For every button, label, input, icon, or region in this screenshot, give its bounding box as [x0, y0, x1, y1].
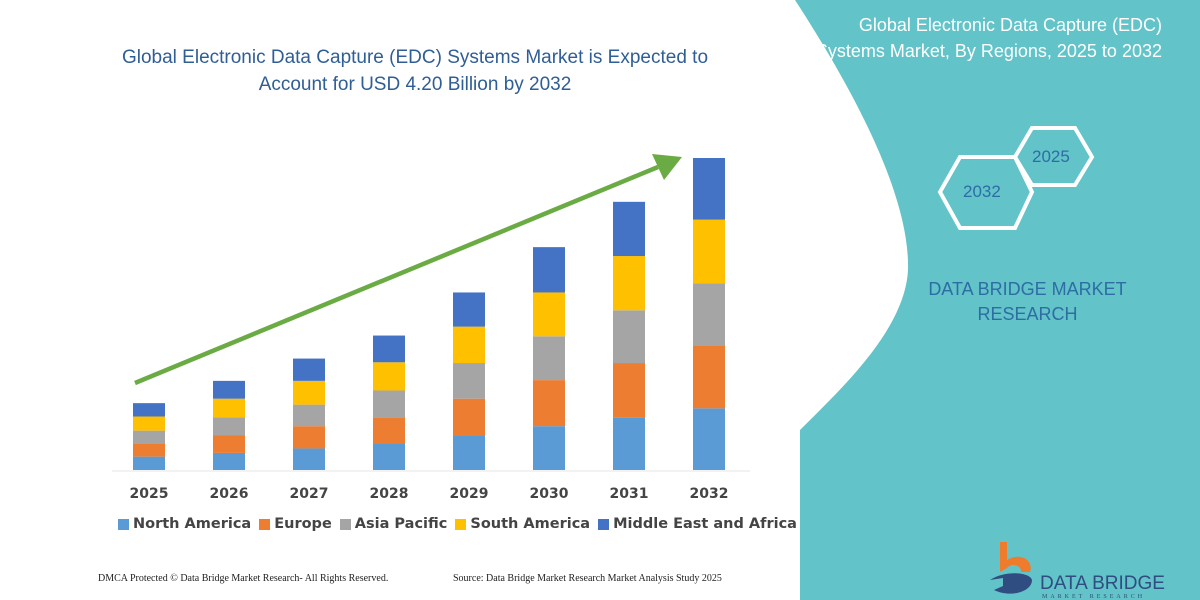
- x-tick-label: 2028: [370, 486, 409, 502]
- bar-segment-asia-pacific-2027: [293, 404, 325, 427]
- bar-segment-asia-pacific-2032: [693, 283, 725, 346]
- side-panel-title: Global Electronic Data Capture (EDC) Sys…: [815, 15, 1162, 61]
- bar-segment-middle-east-and-africa-2032: [693, 158, 725, 220]
- bar-segment-south-america-2027: [293, 380, 325, 405]
- bar-segment-middle-east-and-africa-2031: [613, 201, 645, 257]
- bar-segment-asia-pacific-2030: [533, 336, 565, 381]
- bar-segment-middle-east-and-africa-2030: [533, 247, 565, 293]
- bar-segment-middle-east-and-africa-2027: [293, 358, 325, 381]
- legend-item-asia-pacific: Asia Pacific: [339, 516, 448, 532]
- bar-segment-europe-2032: [693, 345, 725, 409]
- legend-swatch: [259, 518, 271, 530]
- legend-swatch: [598, 518, 610, 530]
- logo-icon: [990, 542, 1032, 594]
- trend-arrow-head: [652, 154, 682, 180]
- bar-segment-asia-pacific-2025: [133, 430, 165, 444]
- bar-segment-asia-pacific-2031: [613, 310, 645, 364]
- stacked-bar-chart: 2025 2026 2027 2028 2029 2030 2031 2032: [130, 158, 729, 502]
- footer-copyright: DMCA Protected © Data Bridge Market Rese…: [98, 573, 389, 584]
- x-tick-label: 2025: [130, 486, 169, 502]
- x-tick-label: 2029: [450, 486, 489, 502]
- x-tick-label: 2032: [690, 486, 729, 502]
- brand-text: DATA BRIDGE MARKET RESEARCH: [928, 279, 1127, 324]
- hex-label-2025: 2025: [1032, 147, 1070, 166]
- legend-label: Europe: [274, 516, 332, 532]
- legend-item-europe: Europe: [259, 516, 332, 532]
- bar-segment-north-america-2028: [373, 444, 405, 470]
- legend-item-north-america: North America: [118, 516, 251, 532]
- bar-segment-south-america-2026: [213, 398, 245, 418]
- logo-name: DATA BRIDGE: [1040, 573, 1165, 594]
- bar-segment-north-america-2025: [133, 456, 165, 470]
- side-panel-shape: [795, 0, 1200, 600]
- x-tick-label: 2030: [530, 486, 569, 502]
- footer-source: Source: Data Bridge Market Research Mark…: [453, 573, 722, 584]
- chart-title: Global Electronic Data Capture (EDC) Sys…: [121, 47, 709, 95]
- bar-segment-europe-2025: [133, 444, 165, 457]
- bar-segment-south-america-2032: [693, 219, 725, 284]
- logo-tagline: MARKET RESEARCH: [1042, 594, 1146, 600]
- legend-label: North America: [133, 516, 252, 532]
- bar-segment-north-america-2032: [693, 408, 725, 470]
- bar-segment-south-america-2031: [613, 256, 645, 311]
- bar-segment-europe-2030: [533, 380, 565, 427]
- bar-segment-north-america-2030: [533, 426, 565, 470]
- bar-segment-south-america-2025: [133, 416, 165, 431]
- legend-item-middle-east-africa: Middle East and Africa: [598, 516, 797, 532]
- x-tick-label: 2031: [610, 486, 649, 502]
- bar-segment-europe-2028: [373, 417, 405, 444]
- bar-segment-middle-east-and-africa-2029: [453, 292, 485, 327]
- x-tick-label: 2027: [290, 486, 329, 502]
- bar-segment-north-america-2029: [453, 435, 485, 470]
- bar-segment-asia-pacific-2026: [213, 417, 245, 436]
- trend-arrow-shaft: [134, 164, 659, 386]
- bar-segment-asia-pacific-2028: [373, 390, 405, 418]
- hex-label-2032: 2032: [963, 182, 1001, 201]
- legend-label: South America: [470, 516, 591, 532]
- legend-label: Asia Pacific: [354, 516, 448, 532]
- bar-segment-europe-2027: [293, 426, 325, 449]
- bar-segment-europe-2031: [613, 363, 645, 418]
- bar-segment-europe-2026: [213, 435, 245, 453]
- bar-segment-middle-east-and-africa-2026: [213, 380, 245, 399]
- legend-label: Middle East and Africa: [613, 516, 797, 532]
- bar-segment-europe-2029: [453, 398, 485, 436]
- legend-swatch: [339, 518, 351, 530]
- bar-segment-north-america-2031: [613, 417, 645, 470]
- bar-segment-south-america-2028: [373, 362, 405, 391]
- chart-legend: North America Europe Asia Pacific South …: [118, 516, 797, 532]
- bar-segment-south-america-2029: [453, 326, 485, 364]
- bar-segment-south-america-2030: [533, 292, 565, 337]
- bar-segment-middle-east-and-africa-2025: [133, 403, 165, 417]
- legend-swatch: [455, 518, 467, 530]
- bar-segment-middle-east-and-africa-2028: [373, 335, 405, 363]
- legend-item-south-america: South America: [455, 516, 590, 532]
- bar-segment-north-america-2026: [213, 452, 245, 470]
- legend-swatch: [118, 518, 129, 530]
- bar-segment-asia-pacific-2029: [453, 363, 485, 399]
- hexagon-2025: [1012, 126, 1095, 187]
- bar-segment-north-america-2027: [293, 448, 325, 470]
- x-tick-label: 2026: [210, 486, 249, 502]
